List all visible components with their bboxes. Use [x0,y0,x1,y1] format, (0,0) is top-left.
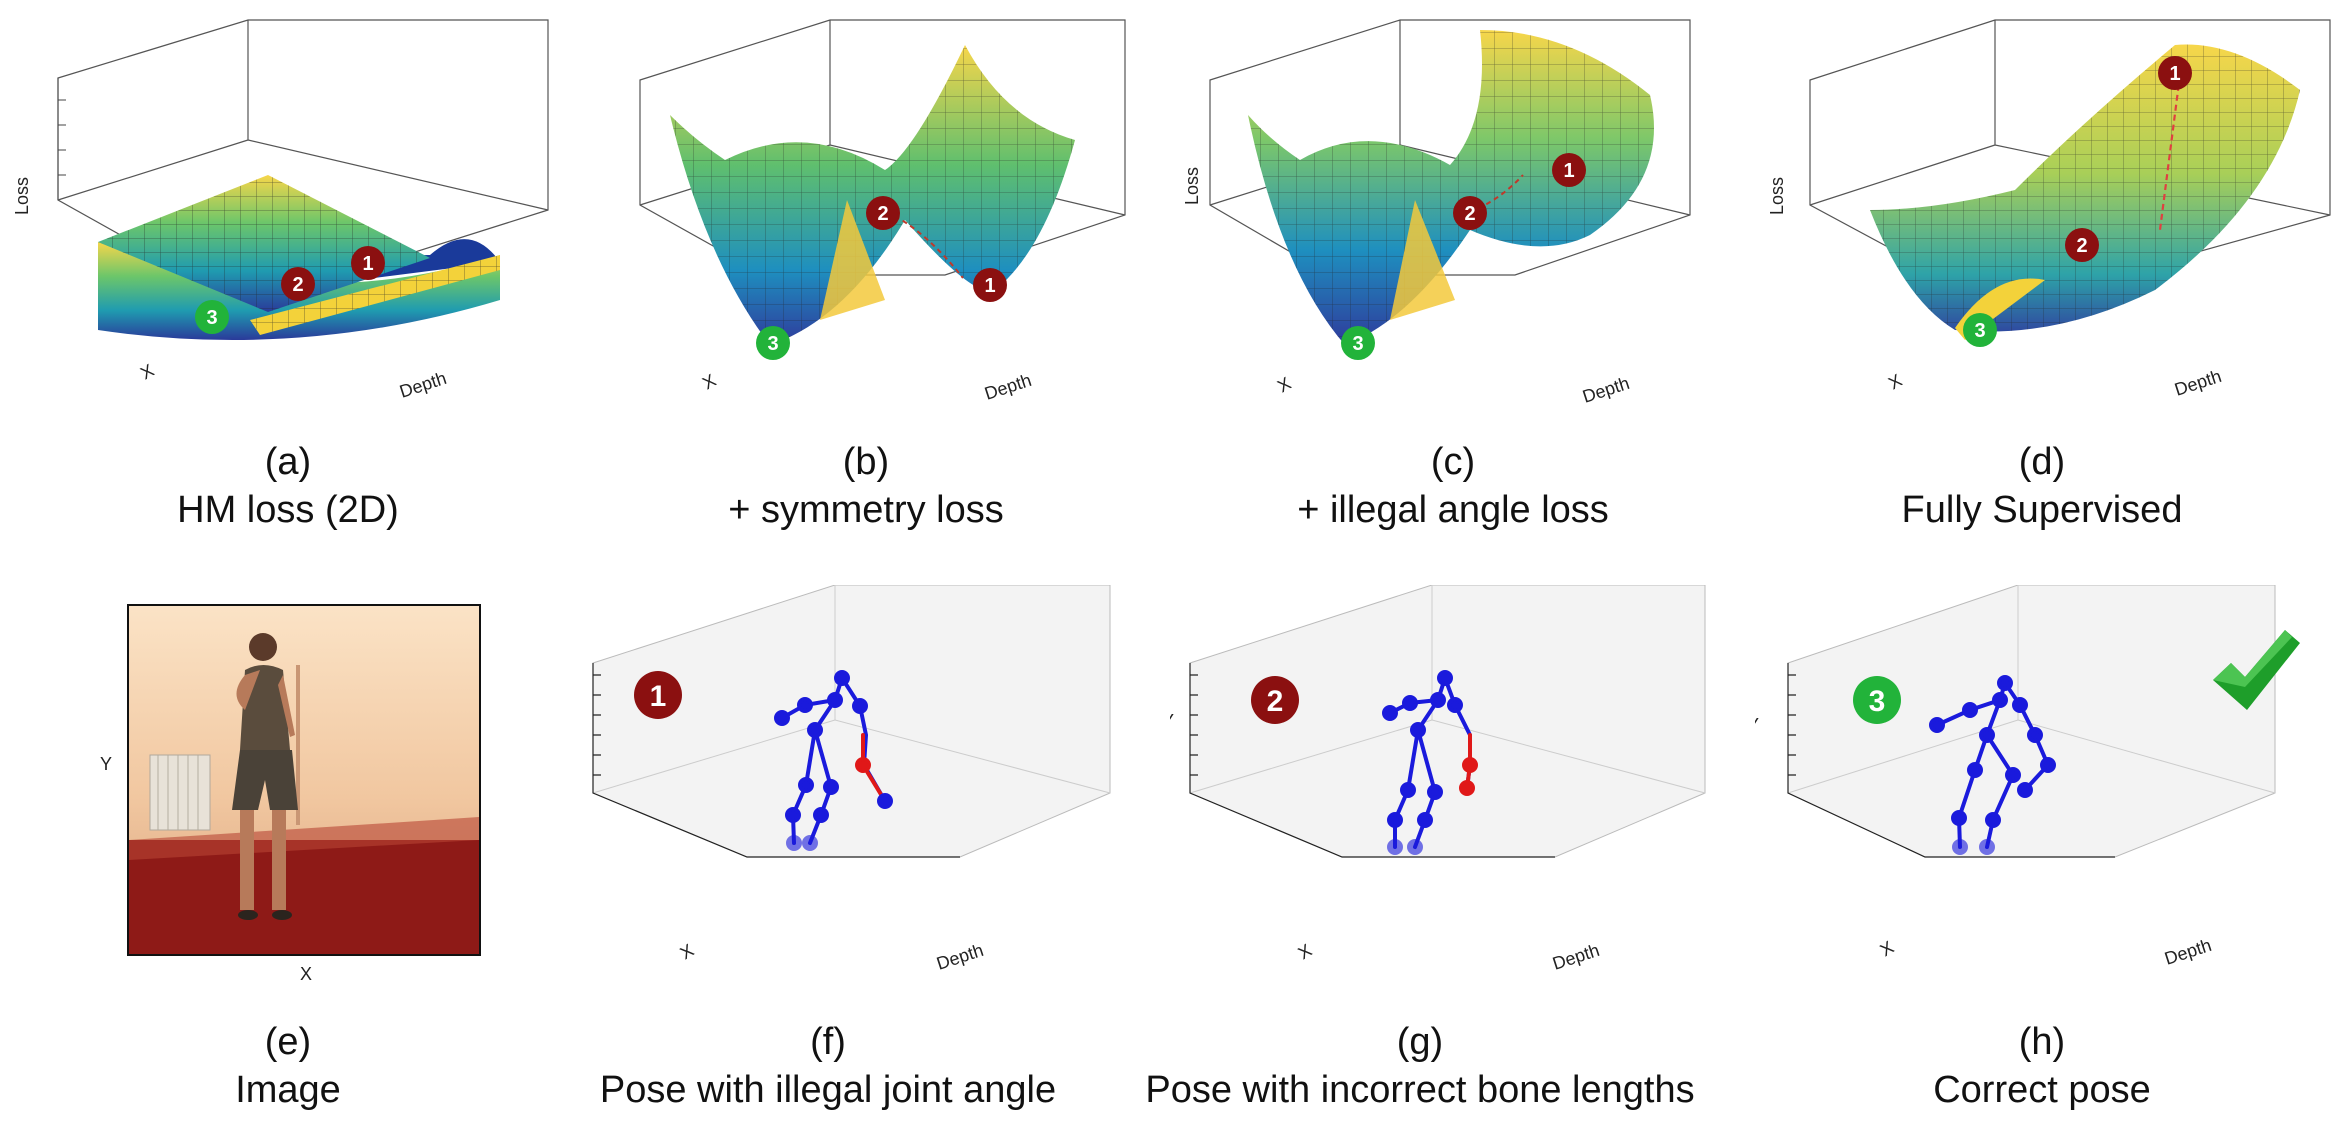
marker-1: 1 [2158,56,2192,90]
marker-3: 3 [756,326,790,360]
marker-3: 3 [1853,676,1901,724]
axis-label-y: Y [100,754,112,774]
svg-text:1: 1 [1563,160,1574,182]
caption-letter: (g) [1396,1021,1444,1063]
caption-h: (h) Correct pose [1762,1018,2322,1114]
caption-title: Image [235,1069,341,1111]
skeleton [1382,670,1478,855]
axis-label-depth: Depth [1580,373,1632,407]
svg-text:2: 2 [2076,235,2087,257]
check-icon [2213,630,2300,710]
caption-title: + symmetry loss [728,489,1004,531]
caption-title: + illegal angle loss [1297,489,1609,531]
axis-label-depth: Depth [2172,366,2224,400]
loss-surface-b: Loss X Depth 1 2 3 [639,19,1126,404]
skeleton [774,670,893,851]
axis-label-depth: Depth [982,370,1034,404]
marker-1: 1 [973,268,1007,302]
caption-g: (g) Pose with incorrect bone lengths [1110,1018,1730,1114]
svg-text:2: 2 [292,274,303,296]
svg-text:1: 1 [2169,63,2180,85]
caption-title: HM loss (2D) [177,489,399,531]
svg-text:2: 2 [1464,203,1475,225]
marker-1: 1 [634,671,682,719]
marker-3: 3 [195,300,229,334]
marker-1: 1 [1552,153,1586,187]
svg-text:1: 1 [650,680,667,713]
svg-text:3: 3 [1352,333,1363,355]
pose-plot-f: Y X Depth 1 [592,585,1111,974]
loss-surface-d: Loss X Depth 1 2 3 [1767,19,2331,400]
axis-label-x: X [300,964,312,984]
pose-plot-h: Y X Depth 3 [1755,585,2300,969]
axis-label-x: X [699,370,719,393]
marker-2: 2 [866,196,900,230]
svg-text:3: 3 [1869,685,1886,718]
axis-label-y: Y [1755,715,1759,735]
marker-2: 2 [2065,228,2099,262]
marker-2: 2 [1251,676,1299,724]
axis-label-x: X [677,940,698,963]
axis-label-x: X [1295,940,1316,963]
axis-label-loss: Loss [1767,177,1787,215]
marker-3: 3 [1963,313,1997,347]
caption-letter: (h) [2018,1021,2066,1063]
marker-3: 3 [1341,326,1375,360]
svg-text:3: 3 [206,307,217,329]
photo [127,604,481,956]
svg-text:1: 1 [984,275,995,297]
axis-label-x: X [1877,937,1898,960]
caption-e: (e) Image [8,1018,568,1114]
caption-letter: (d) [2018,441,2066,483]
axis-label-x: X [1885,370,1905,393]
axis-label-depth: Depth [1550,940,1602,974]
caption-title: Fully Supervised [1901,489,2183,531]
caption-a: (a) HM loss (2D) [8,438,568,534]
pose-plot-g: Y X Depth 2 [1170,585,1706,974]
svg-text:1: 1 [362,253,373,275]
input-image-panel: Y X [100,604,481,984]
axis-label-x: X [137,360,157,383]
axis-label-loss: Loss [12,177,32,215]
marker-1: 1 [351,246,385,280]
svg-text:3: 3 [767,333,778,355]
caption-letter: (b) [842,441,890,483]
caption-letter: (c) [1430,441,1476,483]
axis-label-depth: Depth [934,940,986,974]
marker-2: 2 [281,267,315,301]
caption-c: (c) + illegal angle loss [1173,438,1733,534]
caption-title: Pose with illegal joint angle [599,1069,1057,1111]
svg-text:2: 2 [1267,685,1284,718]
axis-label-loss: Loss [1182,167,1202,205]
caption-letter: (e) [264,1021,312,1063]
caption-letter: (f) [810,1021,846,1063]
svg-text:2: 2 [877,203,888,225]
axis-label-depth: Depth [397,368,449,402]
caption-f: (f) Pose with illegal joint angle [548,1018,1108,1114]
loss-surface-c: Loss X Depth 1 2 3 [1182,19,1691,407]
marker-2: 2 [1453,196,1487,230]
axis-label-depth: Depth [2162,935,2214,969]
caption-title: Pose with incorrect bone lengths [1145,1069,1695,1111]
skeleton [1929,675,2056,855]
loss-surface-a: Loss X Depth 1 2 3 [12,19,549,402]
caption-b: (b) + symmetry loss [586,438,1146,534]
axis-label-x: X [1274,373,1294,396]
caption-letter: (a) [264,441,312,483]
axis-label-y: Y [1170,711,1174,731]
axes-box [57,19,549,271]
svg-text:3: 3 [1974,320,1985,342]
caption-d: (d) Fully Supervised [1762,438,2322,534]
caption-title: Correct pose [1933,1069,2151,1111]
